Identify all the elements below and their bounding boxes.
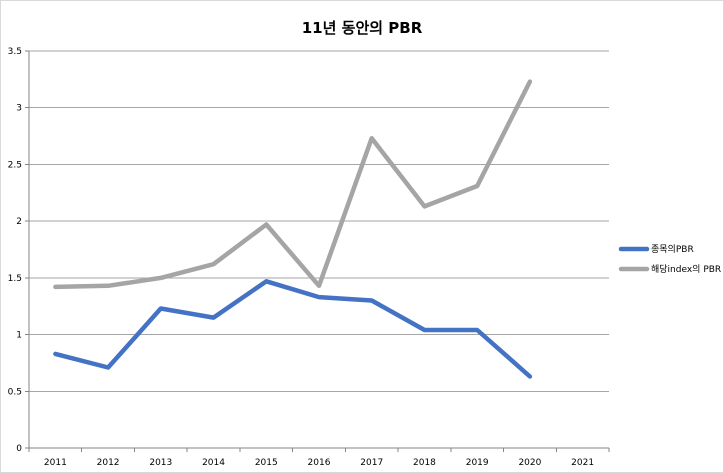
x-tick-label: 2015 bbox=[255, 458, 278, 468]
series-line bbox=[53, 79, 533, 290]
y-tick-label: 3 bbox=[16, 104, 22, 114]
legend: 종목의PBR 해당index의 PBR bbox=[618, 244, 721, 275]
legend-label: 해당index의 PBR bbox=[651, 264, 721, 275]
x-axis-ticks: 2011 2012 2013 2014 2015 2016 2017 2018 2019 2020… bbox=[28, 448, 610, 468]
x-tick-label: 2021 bbox=[571, 458, 594, 468]
x-tick-label: 2014 bbox=[202, 458, 225, 468]
y-tick-label: 1 bbox=[16, 331, 22, 341]
y-tick-label: 0.5 bbox=[8, 387, 22, 397]
x-tick-label: 2012 bbox=[97, 458, 120, 468]
y-tick-label: 3.5 bbox=[8, 47, 22, 57]
x-tick-label: 2016 bbox=[308, 458, 331, 468]
y-tick-label: 2.5 bbox=[8, 160, 22, 170]
x-tick-label: 2020 bbox=[518, 458, 541, 468]
y-tick-label: 1.5 bbox=[8, 274, 22, 284]
y-axis-ticks: 0 0.5 1 1.5 2 2.5 3 3.5 bbox=[8, 47, 29, 454]
y-tick-label: 2 bbox=[16, 217, 22, 227]
x-tick-label: 2017 bbox=[360, 458, 383, 468]
x-tick-label: 2011 bbox=[44, 458, 67, 468]
x-tick-label: 2019 bbox=[466, 458, 489, 468]
legend-label: 종목의PBR bbox=[651, 244, 694, 255]
gridlines bbox=[29, 50, 609, 392]
y-tick-label: 0 bbox=[16, 444, 22, 454]
series bbox=[53, 79, 533, 379]
axes bbox=[28, 51, 609, 449]
series-line bbox=[53, 279, 533, 379]
x-tick-label: 2013 bbox=[149, 458, 172, 468]
x-tick-label: 2018 bbox=[413, 458, 436, 468]
chart-title: 11년 동안의 PBR bbox=[302, 19, 423, 37]
